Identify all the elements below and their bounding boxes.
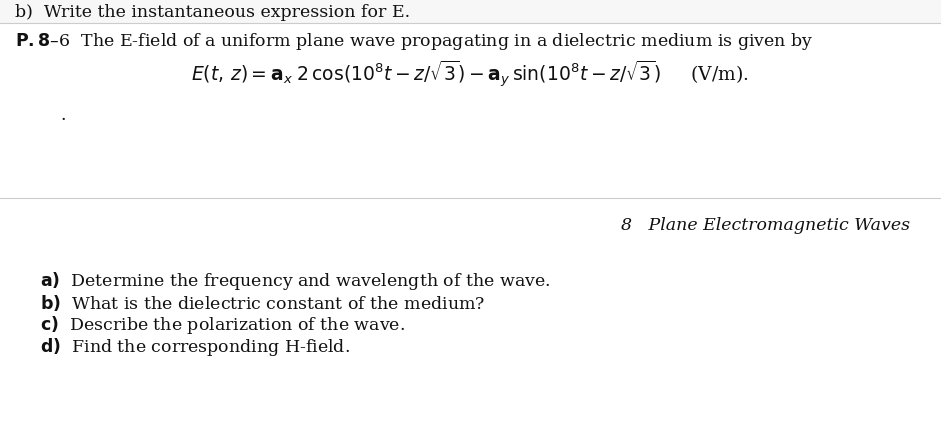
Text: $\mathbf{a)}$  Determine the frequency and wavelength of the wave.: $\mathbf{a)}$ Determine the frequency an… (40, 270, 550, 292)
Text: $\mathbf{c)}$  Describe the polarization of the wave.: $\mathbf{c)}$ Describe the polarization … (40, 314, 405, 336)
Text: $E(t,\, z) = \mathbf{a}_x\; 2\,\cos(10^8 t - z/\sqrt{3}) - \mathbf{a}_y\,\sin(10: $E(t,\, z) = \mathbf{a}_x\; 2\,\cos(10^8… (191, 59, 749, 89)
Text: $\mathbf{d)}$  Find the corresponding H-field.: $\mathbf{d)}$ Find the corresponding H-f… (40, 336, 350, 358)
Text: $\mathbf{P.8}$–6  The E-field of a uniform plane wave propagating in a dielectri: $\mathbf{P.8}$–6 The E-field of a unifor… (15, 31, 813, 52)
Text: b)  Write the instantaneous expression for E.: b) Write the instantaneous expression fo… (15, 4, 410, 21)
Text: 8   Plane Electromagnetic Waves: 8 Plane Electromagnetic Waves (621, 218, 910, 235)
Text: $\mathbf{b)}$  What is the dielectric constant of the medium?: $\mathbf{b)}$ What is the dielectric con… (40, 293, 486, 313)
Text: .: . (60, 108, 66, 125)
FancyBboxPatch shape (0, 0, 941, 23)
